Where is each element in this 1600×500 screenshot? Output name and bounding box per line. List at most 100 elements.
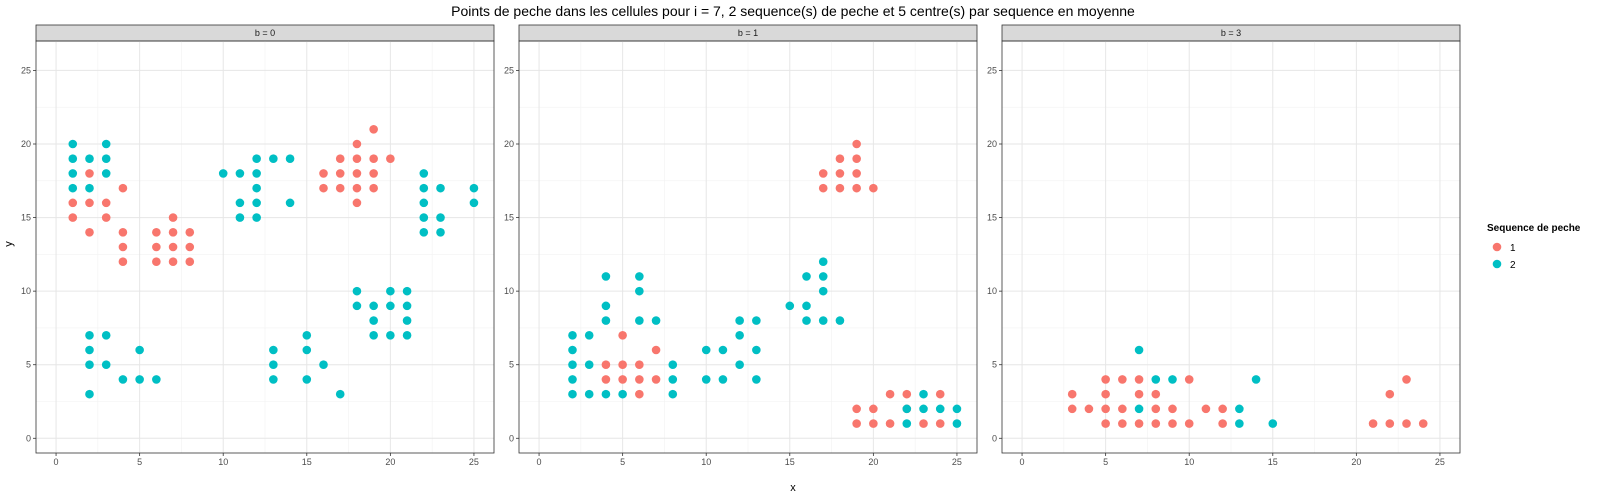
data-point	[1134, 419, 1144, 428]
data-point	[319, 169, 328, 178]
data-point	[235, 198, 245, 208]
data-point	[369, 301, 378, 311]
data-point	[618, 360, 627, 370]
data-point	[252, 213, 261, 222]
data-point	[785, 301, 795, 311]
data-point	[852, 419, 861, 428]
panel-border	[35, 40, 495, 454]
data-point	[319, 183, 328, 193]
data-point	[285, 198, 295, 208]
data-point	[1268, 419, 1278, 428]
data-point	[1368, 419, 1378, 428]
data-point	[818, 257, 828, 267]
series-2	[568, 257, 962, 428]
x-tick-label: 20	[385, 457, 395, 467]
data-point	[902, 389, 912, 399]
y-tick-label: 5	[509, 360, 514, 370]
x-tick-label: 20	[1351, 457, 1361, 467]
data-point	[818, 272, 828, 281]
y-axis-title: y	[3, 241, 15, 247]
facet-strip-label: b = 0	[255, 28, 275, 38]
data-point	[402, 330, 412, 340]
data-point	[869, 404, 878, 414]
data-point	[1235, 404, 1244, 414]
data-point	[352, 169, 362, 178]
data-point	[835, 316, 845, 325]
data-point	[68, 198, 78, 208]
data-point	[419, 198, 429, 208]
data-point	[85, 330, 94, 340]
data-point	[1151, 389, 1161, 399]
data-point	[651, 345, 661, 355]
x-tick-label: 25	[469, 457, 479, 467]
data-point	[1151, 404, 1161, 414]
data-point	[252, 198, 261, 208]
data-point	[269, 345, 278, 355]
series-1	[68, 124, 395, 267]
x-tick-label: 5	[1103, 457, 1108, 467]
data-point	[818, 316, 828, 325]
panel-border	[518, 40, 978, 454]
data-point	[919, 419, 928, 428]
data-point	[68, 169, 78, 178]
data-point	[302, 330, 312, 340]
data-point	[386, 330, 395, 340]
data-point	[68, 213, 78, 222]
data-point	[635, 360, 644, 370]
data-point	[235, 213, 245, 222]
data-point	[701, 345, 711, 355]
data-point	[752, 345, 761, 355]
data-point	[386, 154, 395, 164]
data-point	[1184, 375, 1194, 384]
data-point	[869, 419, 878, 428]
data-point	[818, 183, 828, 193]
data-point	[135, 375, 144, 384]
y-tick-label: 0	[992, 433, 997, 443]
chart-title: Points de peche dans les cellules pour i…	[451, 3, 1135, 19]
y-tick-label: 25	[504, 65, 514, 75]
data-point	[436, 183, 445, 193]
data-point	[168, 257, 178, 267]
data-point	[935, 389, 945, 399]
data-point	[1402, 375, 1411, 384]
data-point	[1402, 419, 1411, 428]
data-point	[1118, 404, 1127, 414]
x-axis-title: x	[790, 482, 796, 494]
y-tick-label: 20	[21, 139, 31, 149]
data-point	[1118, 375, 1127, 384]
data-point	[584, 330, 594, 340]
data-point	[1101, 389, 1110, 399]
data-point	[852, 183, 861, 193]
data-point	[118, 242, 128, 252]
data-point	[352, 154, 362, 164]
data-point	[1101, 419, 1110, 428]
x-tick-label: 0	[1020, 457, 1025, 467]
facet-panel: b = 3 0 5 10 15 20 25 0 5 10 15 20 25	[987, 24, 1461, 467]
data-point	[101, 139, 111, 149]
data-point	[269, 375, 278, 384]
data-point	[601, 389, 611, 399]
data-point	[118, 183, 128, 193]
data-point	[152, 375, 161, 384]
data-point	[369, 154, 378, 164]
data-point	[952, 404, 962, 414]
data-point	[1168, 404, 1177, 414]
data-point	[302, 375, 312, 384]
data-point	[419, 183, 429, 193]
data-point	[668, 389, 678, 399]
data-point	[402, 301, 412, 311]
data-point	[85, 389, 94, 399]
data-point	[269, 154, 278, 164]
data-point	[885, 419, 895, 428]
data-point	[68, 139, 78, 149]
data-point	[835, 154, 845, 164]
data-point	[835, 183, 845, 193]
y-tick-label: 5	[26, 360, 31, 370]
data-point	[419, 169, 429, 178]
data-point	[668, 360, 678, 370]
data-point	[252, 169, 261, 178]
data-point	[1134, 375, 1144, 384]
data-point	[369, 183, 378, 193]
series-2	[68, 139, 479, 399]
facet-panel: b = 0 0 5 10 15 20 25 0 5 10 15 20 25	[21, 24, 495, 467]
